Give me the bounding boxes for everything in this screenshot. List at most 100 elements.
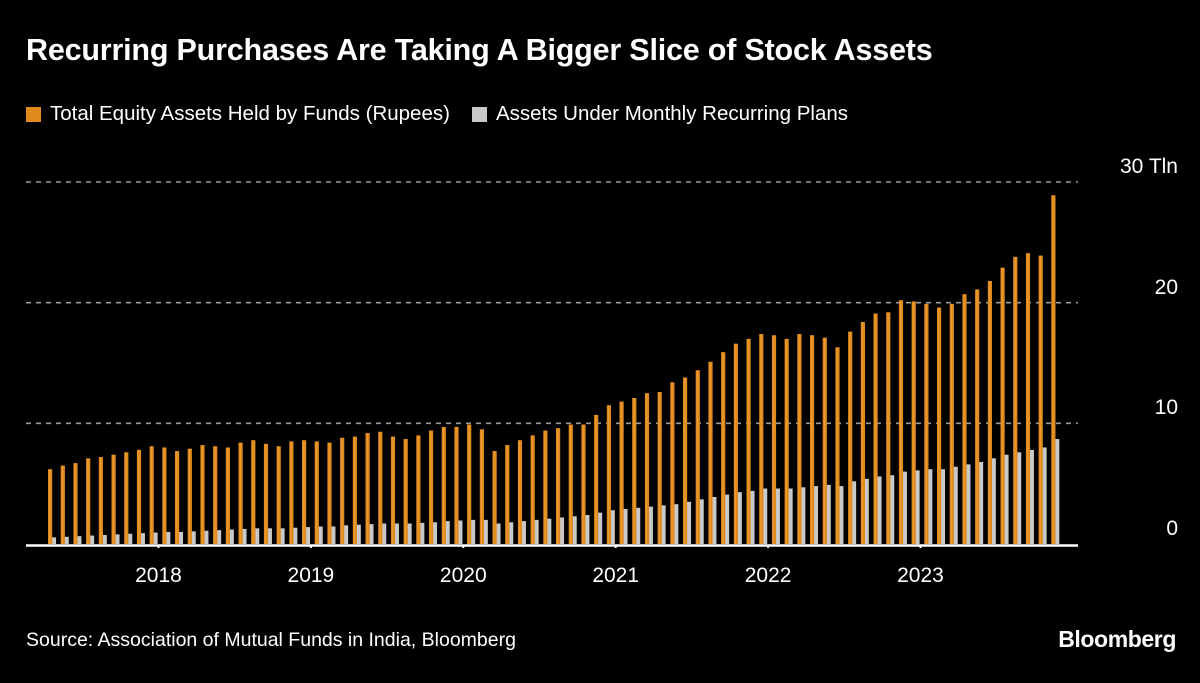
bar-sip xyxy=(623,509,628,544)
bar-equity-highlight xyxy=(823,337,825,544)
bar-sip xyxy=(877,476,882,544)
bar-equity-highlight xyxy=(747,338,749,544)
bar-equity-highlight xyxy=(366,432,368,544)
bar-equity-highlight xyxy=(658,391,660,544)
bar-sip xyxy=(801,487,806,544)
bar-sip xyxy=(458,520,463,544)
bar-sip xyxy=(699,499,704,544)
bar-sip xyxy=(178,531,184,544)
bar-equity-highlight xyxy=(950,303,952,544)
bar-sip xyxy=(1029,449,1034,544)
bar-sip xyxy=(470,519,476,544)
bar-sip xyxy=(191,531,196,544)
bar-sip xyxy=(597,512,603,544)
bar-equity-highlight xyxy=(201,445,203,544)
y-tick-0: 0 xyxy=(1166,517,1178,540)
bar-sip xyxy=(318,526,323,544)
bar-sip xyxy=(775,488,780,544)
x-tick-2019: 2019 xyxy=(287,564,335,587)
bar-equity-highlight xyxy=(1039,255,1041,544)
bar-equity-highlight xyxy=(531,435,533,544)
bar-equity-highlight xyxy=(392,436,394,544)
bar-sip xyxy=(991,458,996,544)
bar-sip xyxy=(331,526,336,544)
bar-sip xyxy=(648,506,653,544)
bar-equity-highlight xyxy=(430,430,432,544)
bar-sip xyxy=(902,471,907,544)
bar-equity-highlight xyxy=(709,361,711,544)
bar-equity-highlight xyxy=(836,347,838,544)
bar-sip xyxy=(407,523,412,544)
bar-sip xyxy=(432,522,438,544)
legend-label-sip: Assets Under Monthly Recurring Plans xyxy=(495,101,849,125)
bar-equity-highlight xyxy=(684,377,686,544)
bar-sip xyxy=(509,522,514,544)
bar-sip xyxy=(585,515,590,544)
bar-equity-highlight xyxy=(303,440,305,544)
legend-item-equity[interactable]: Total Equity Assets Held by Funds (Rupee… xyxy=(26,100,450,128)
bar-sip xyxy=(661,505,666,544)
bar-equity-highlight xyxy=(569,424,571,544)
bar-sip xyxy=(102,534,107,544)
bar-sip xyxy=(255,528,260,544)
bar-equity-highlight xyxy=(61,465,63,544)
bar-sip xyxy=(851,481,857,544)
bar-sip xyxy=(128,533,133,544)
bar-sip xyxy=(547,518,552,544)
bar-sip xyxy=(496,523,501,544)
x-axis-line xyxy=(26,544,1078,548)
bar-sip xyxy=(216,530,222,544)
bar-equity-highlight xyxy=(1027,253,1029,544)
bar-sip xyxy=(343,525,349,544)
bar-equity-highlight xyxy=(696,370,698,544)
y-tick-10: 10 xyxy=(1154,396,1178,420)
bar-sip xyxy=(813,486,819,544)
bar-equity-highlight xyxy=(176,451,178,544)
bar-sip xyxy=(839,486,844,544)
bar-equity-highlight xyxy=(163,447,165,544)
bar-sip xyxy=(51,537,57,544)
bar-equity-highlight xyxy=(989,280,990,544)
bar-equity-highlight xyxy=(582,424,584,544)
bar-equity-highlight xyxy=(74,463,76,544)
x-tick-2020: 2020 xyxy=(439,564,487,587)
bar-equity-highlight xyxy=(277,446,279,544)
bar-equity-highlight xyxy=(633,397,635,544)
legend-item-sip[interactable]: Assets Under Monthly Recurring Plans xyxy=(471,100,849,128)
bar-equity-highlight xyxy=(404,439,406,544)
bar-equity-highlight xyxy=(608,405,609,544)
bar-sip xyxy=(267,528,272,544)
bar-sip xyxy=(636,507,641,544)
bar-sip xyxy=(115,534,120,544)
bar-sip xyxy=(940,469,946,544)
bar-sip xyxy=(242,528,247,544)
bar-sip xyxy=(928,469,933,544)
bar-sip xyxy=(826,484,831,544)
bar-equity-highlight xyxy=(49,469,51,544)
bar-equity-highlight xyxy=(138,449,140,544)
bar-sip xyxy=(763,488,768,544)
legend-label-equity: Total Equity Assets Held by Funds (Rupee… xyxy=(50,101,450,125)
bar-equity-highlight xyxy=(87,458,89,544)
bar-sip xyxy=(77,536,82,544)
bar-sip xyxy=(356,524,361,544)
bar-sip xyxy=(229,529,234,544)
bar-sip xyxy=(890,475,895,544)
bar-equity-highlight xyxy=(595,414,597,544)
bar-sip xyxy=(153,532,158,544)
bar-sip xyxy=(686,501,692,544)
bar-equity-highlight xyxy=(188,448,190,544)
bar-equity-highlight xyxy=(862,321,863,544)
bar-equity-highlight xyxy=(544,430,546,544)
plot-area xyxy=(26,176,1078,548)
bar-equity-highlight xyxy=(735,343,736,544)
bar-equity-highlight xyxy=(493,451,495,544)
bar-equity-highlight xyxy=(455,426,457,544)
bar-equity-highlight xyxy=(417,435,419,544)
bar-equity-highlight xyxy=(265,443,267,544)
bar-equity-highlight xyxy=(112,454,114,544)
bar-equity-highlight xyxy=(506,445,508,544)
bar-equity-highlight xyxy=(315,441,317,544)
bar-sip xyxy=(483,519,488,544)
bar-sip xyxy=(394,523,399,544)
